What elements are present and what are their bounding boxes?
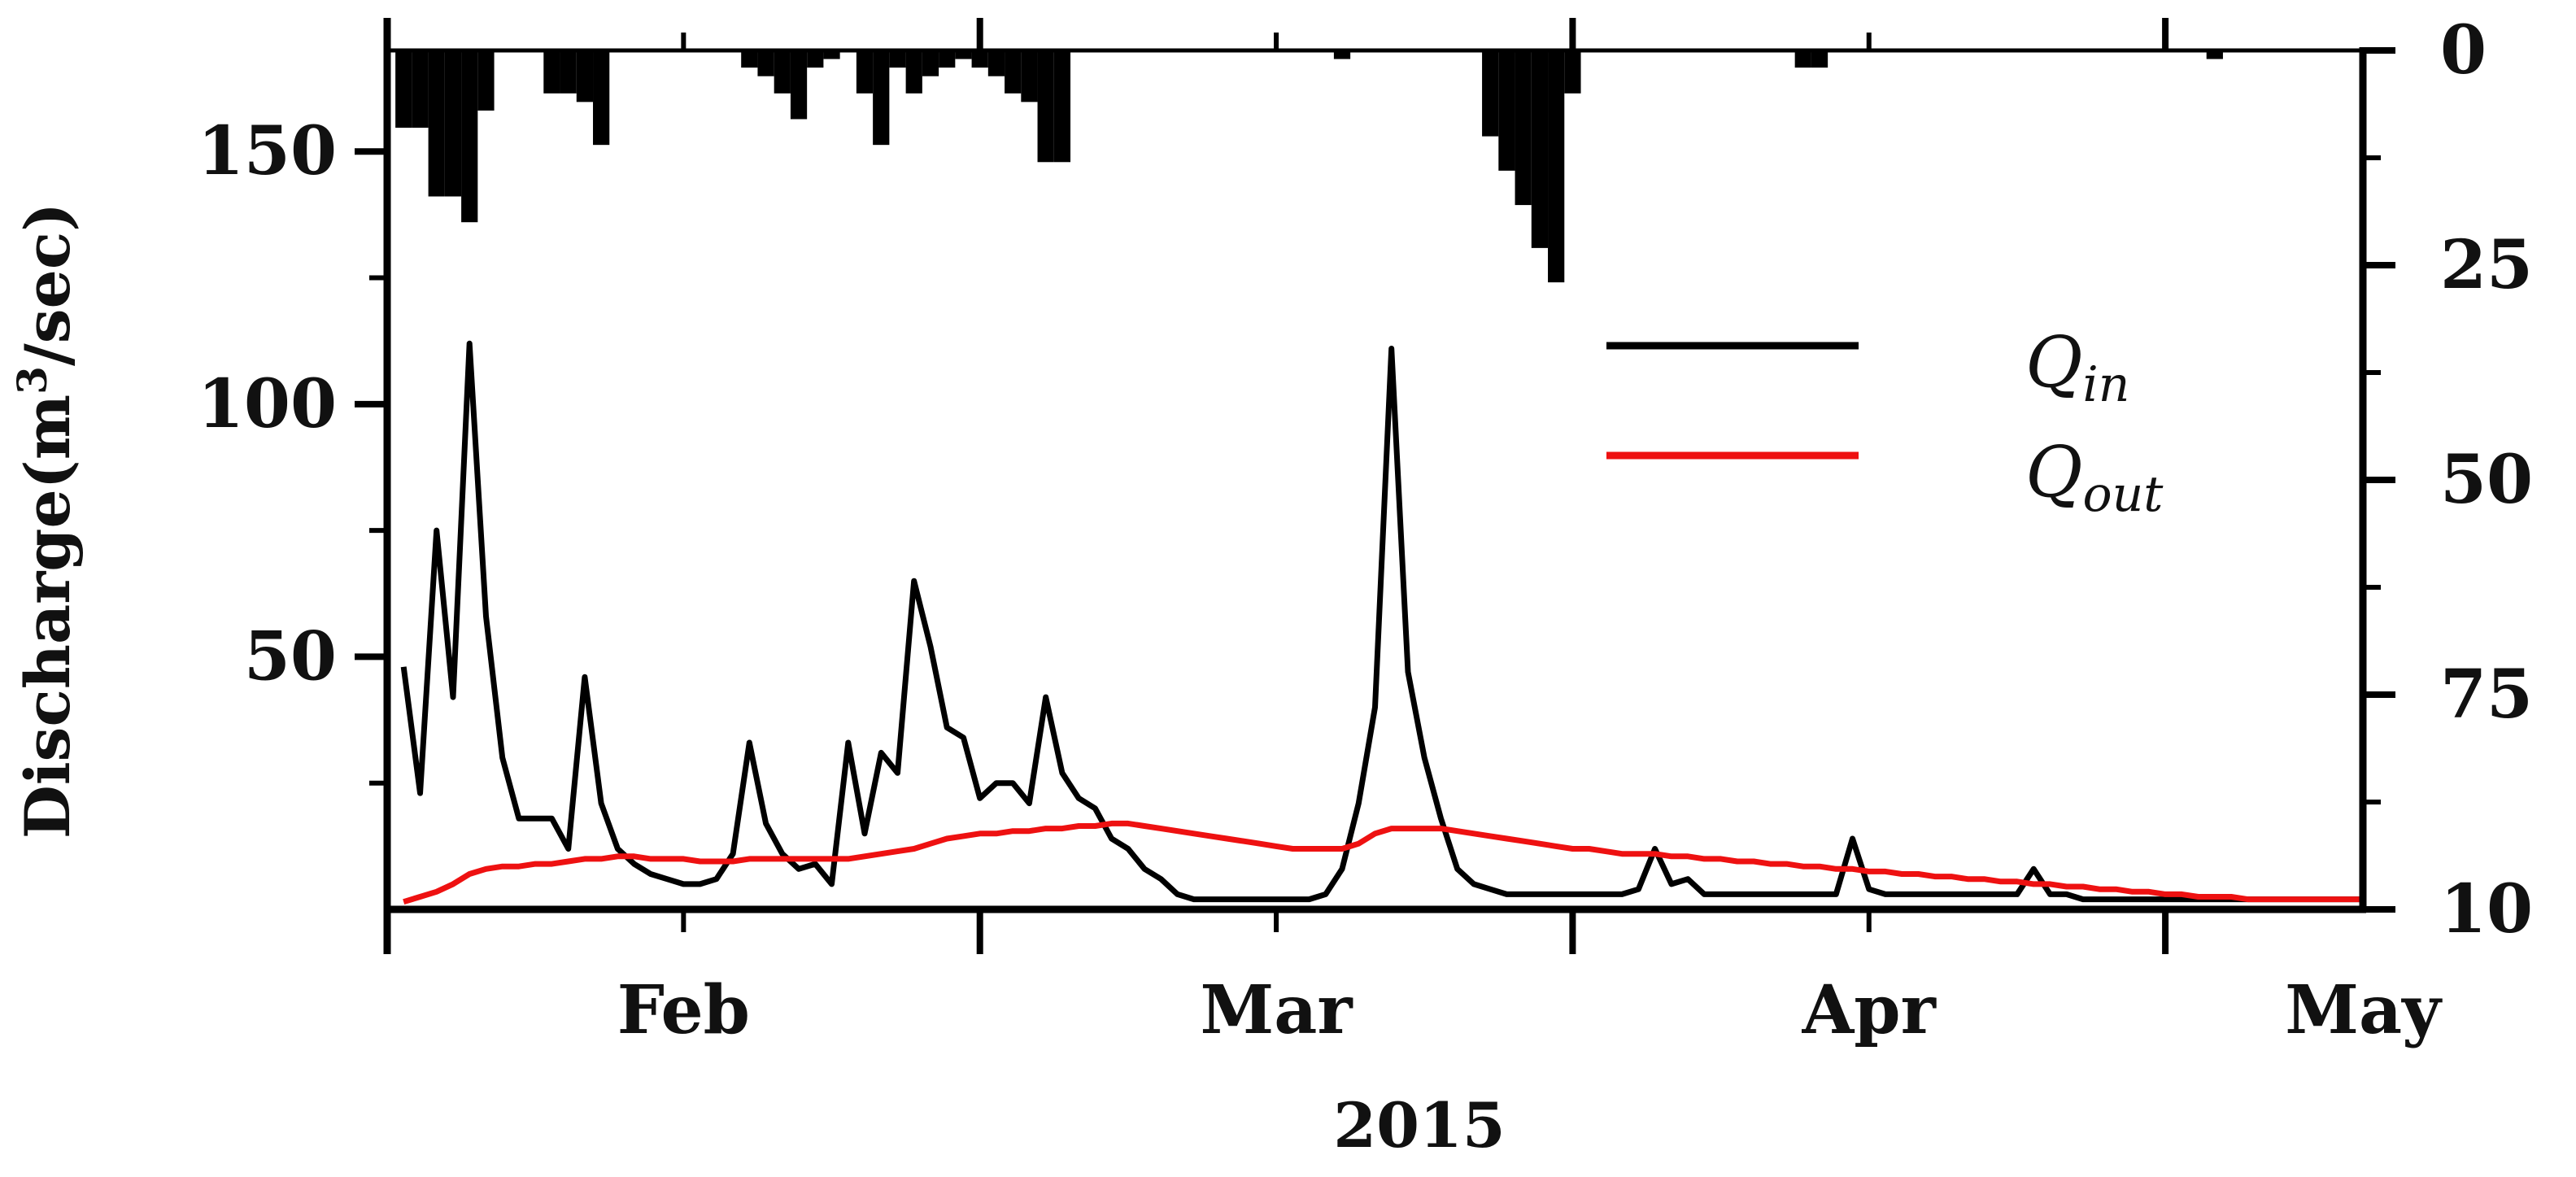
precipitation-bar [987,50,1005,76]
precipitation-bar [1021,50,1038,102]
precipitation-bar [889,50,906,68]
secondary-y-tick-label: 50 [2440,441,2533,519]
precipitation-bar [2206,50,2223,59]
x-axis-title: 2015 [1333,1089,1506,1162]
precipitation-bar [971,50,988,68]
precipitation-bar [1005,50,1022,94]
precipitation-bar [1811,50,1828,68]
axes: 50 100 150 0 25 50 75 10 Feb Mar Apr May [198,11,2533,1049]
precipitation-bar [1564,50,1581,94]
precipitation-bar [807,50,824,68]
precipitation-bar [1482,50,1499,137]
precipitation-bar [543,50,560,94]
y-axis-title: Discharge(m3/sec) [8,203,84,839]
precipitation-bar [939,50,956,68]
legend: Qin Qout [1606,322,2164,523]
series-line-in [400,340,2363,903]
precipitation-bar [593,50,610,146]
precipitation-bar [856,50,874,94]
precipitation-bar [477,50,495,111]
precipitation-bar [905,50,922,94]
secondary-y-tick-label: 0 [2440,11,2487,89]
precipitation-bar [955,50,972,59]
precipitation-bar [576,50,594,102]
secondary-y-tick-label: 75 [2440,656,2533,734]
precipitation-bar [395,50,412,129]
precipitation-bar [444,50,462,197]
y-tick-label: 150 [198,112,337,190]
precipitation-bar [412,50,429,129]
precipitation-bar [823,50,840,59]
y-tick-label: 50 [244,617,337,695]
legend-label-out: Qout [2025,432,2164,523]
precipitation-bar [873,50,890,146]
legend-label-in: Qin [2025,322,2129,413]
x-tick-label: Feb [617,971,750,1049]
precipitation-bar [757,50,774,76]
y-axis-title-main: Discharge(m [11,395,84,839]
precipitation-bar [1531,50,1549,248]
secondary-y-tick-label: 10 [2440,870,2533,948]
precipitation-bar [790,50,808,120]
precipitation-bar [560,50,577,94]
x-tick-label: Mar [1200,971,1353,1049]
x-tick-label: Apr [1802,971,1937,1049]
series-line-out [403,820,2363,905]
precipitation-bar [774,50,791,94]
y-axis-title-sup: 3 [8,366,56,395]
precipitation-bar [1515,50,1532,206]
precipitation-bar [428,50,445,197]
secondary-y-tick-label: 25 [2440,226,2533,304]
x-tick-label: May [2285,971,2443,1049]
y-tick-label: 100 [198,365,337,443]
precipitation-bar [1794,50,1811,68]
discharge-lines [400,340,2363,905]
precipitation-bar [1053,50,1071,163]
precipitation-bar [1548,50,1565,283]
precipitation-bar [1498,50,1515,171]
precipitation-bar [741,50,758,68]
y-axis-title-tail: /sec) [11,203,84,366]
precipitation-bars [395,50,2223,283]
precipitation-bar [1333,50,1351,59]
precipitation-bar [1037,50,1054,163]
precipitation-bar [922,50,939,76]
precipitation-bar [461,50,478,223]
